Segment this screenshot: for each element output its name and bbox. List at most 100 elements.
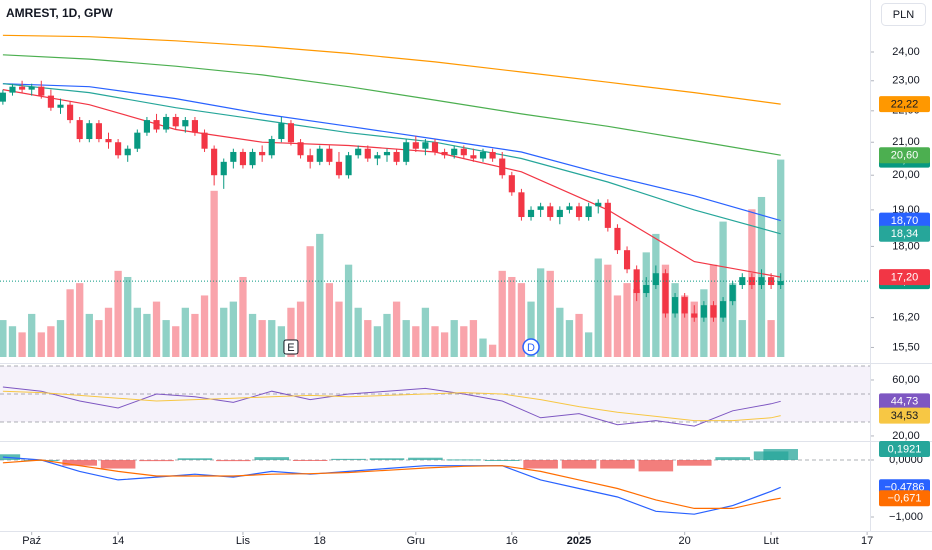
candle-body: [691, 313, 698, 318]
candle-body: [595, 202, 602, 207]
volume-bar: [575, 313, 583, 357]
volume-bar: [508, 276, 516, 357]
value-box: [879, 490, 930, 507]
indicator-line: [2, 456, 781, 515]
candle-body: [700, 305, 707, 318]
candle-body: [345, 155, 352, 176]
candle-body: [38, 86, 45, 96]
currency-label[interactable]: PLN: [893, 9, 914, 21]
candle-body: [326, 148, 333, 162]
volume-bar: [392, 301, 401, 357]
candle-body: [412, 142, 419, 149]
candle-body: [220, 161, 227, 176]
candle-body: [249, 151, 256, 166]
currency-button[interactable]: [881, 3, 926, 26]
volume-bar: [66, 289, 74, 357]
value-box: [879, 407, 930, 424]
candle-body: [28, 86, 35, 90]
volume-bar: [738, 320, 746, 357]
indicator-line: [2, 34, 781, 105]
histogram-bar: [408, 457, 443, 460]
volume-bar: [517, 283, 526, 357]
histogram-bar: [446, 459, 482, 461]
candle-body: [172, 116, 179, 127]
volume-bar: [527, 301, 535, 357]
candle-body: [547, 206, 554, 218]
candle-body: [758, 277, 765, 286]
volume-bar: [220, 307, 228, 357]
x-tick-label: Lut: [763, 535, 778, 547]
x-tick-label: 14: [112, 535, 124, 547]
candle-body: [0, 92, 6, 102]
candle-body: [393, 151, 400, 162]
volume-bar: [85, 313, 93, 357]
candle-body: [604, 202, 611, 228]
indicator-line: [2, 459, 781, 509]
x-tick-label: 2025: [567, 535, 591, 547]
volume-bar: [316, 233, 324, 357]
candle-body: [239, 151, 247, 166]
value-box: [879, 147, 930, 164]
candle-body: [575, 206, 583, 218]
volume-bar: [623, 283, 631, 357]
candle-body: [76, 120, 83, 140]
candle-body: [479, 151, 487, 159]
volume-bar: [431, 326, 439, 357]
candle-body: [374, 155, 381, 159]
histogram-bar: [523, 459, 558, 469]
candle-body: [95, 123, 102, 140]
volume-bar: [325, 283, 334, 357]
volume-bar: [335, 301, 343, 357]
value-box-label: 20,60: [891, 150, 919, 162]
histogram-bar: [561, 459, 597, 469]
candle-body: [364, 148, 371, 159]
candle-body: [124, 148, 131, 156]
value-box-label: 44,73: [891, 396, 919, 408]
indicator-line: [2, 54, 781, 156]
volume-bar: [604, 264, 612, 357]
value-box: [879, 96, 930, 113]
x-tick-label: Gru: [407, 535, 425, 547]
candle-body: [508, 175, 515, 193]
value-box-label: 34,53: [891, 410, 919, 422]
volume-bar: [719, 221, 727, 357]
volume-bar: [28, 313, 36, 357]
volume-bar: [133, 307, 141, 357]
candle-body: [710, 305, 717, 318]
volume-bar: [412, 326, 420, 357]
candle-body: [47, 95, 54, 108]
volume-bar: [181, 307, 189, 357]
histogram-bar: [292, 459, 328, 461]
volume-bar: [191, 313, 199, 357]
y-tick-label: 60,00: [892, 374, 920, 386]
volume-bar: [690, 301, 698, 357]
value-box-label: 17,20: [891, 272, 919, 284]
candle-body: [623, 250, 631, 270]
volume-bar: [95, 320, 103, 357]
x-tick-label: Paź: [22, 535, 41, 547]
candle-body: [211, 148, 218, 176]
candle-body: [748, 277, 755, 286]
volume-bar: [56, 320, 65, 357]
candle-body: [19, 86, 26, 90]
x-tick-label: 18: [314, 535, 326, 547]
volume-bar: [248, 313, 257, 357]
candle-body: [671, 297, 679, 314]
candle-body: [556, 209, 563, 218]
volume-bar: [143, 313, 151, 357]
volume-bar: [546, 270, 554, 357]
candle-body: [86, 123, 93, 140]
x-tick-label: 17: [861, 535, 873, 547]
indicator-line: [2, 83, 781, 222]
volume-bar: [488, 344, 497, 357]
volume-bar: [210, 190, 218, 357]
volume-bar: [364, 320, 372, 357]
volume-bar: [287, 307, 295, 357]
candle-body: [278, 123, 285, 140]
candle-body: [163, 116, 170, 130]
volume-bar: [354, 307, 362, 357]
histogram-bar: [100, 459, 136, 469]
candle-body: [518, 192, 525, 218]
volume-bar: [556, 307, 564, 357]
